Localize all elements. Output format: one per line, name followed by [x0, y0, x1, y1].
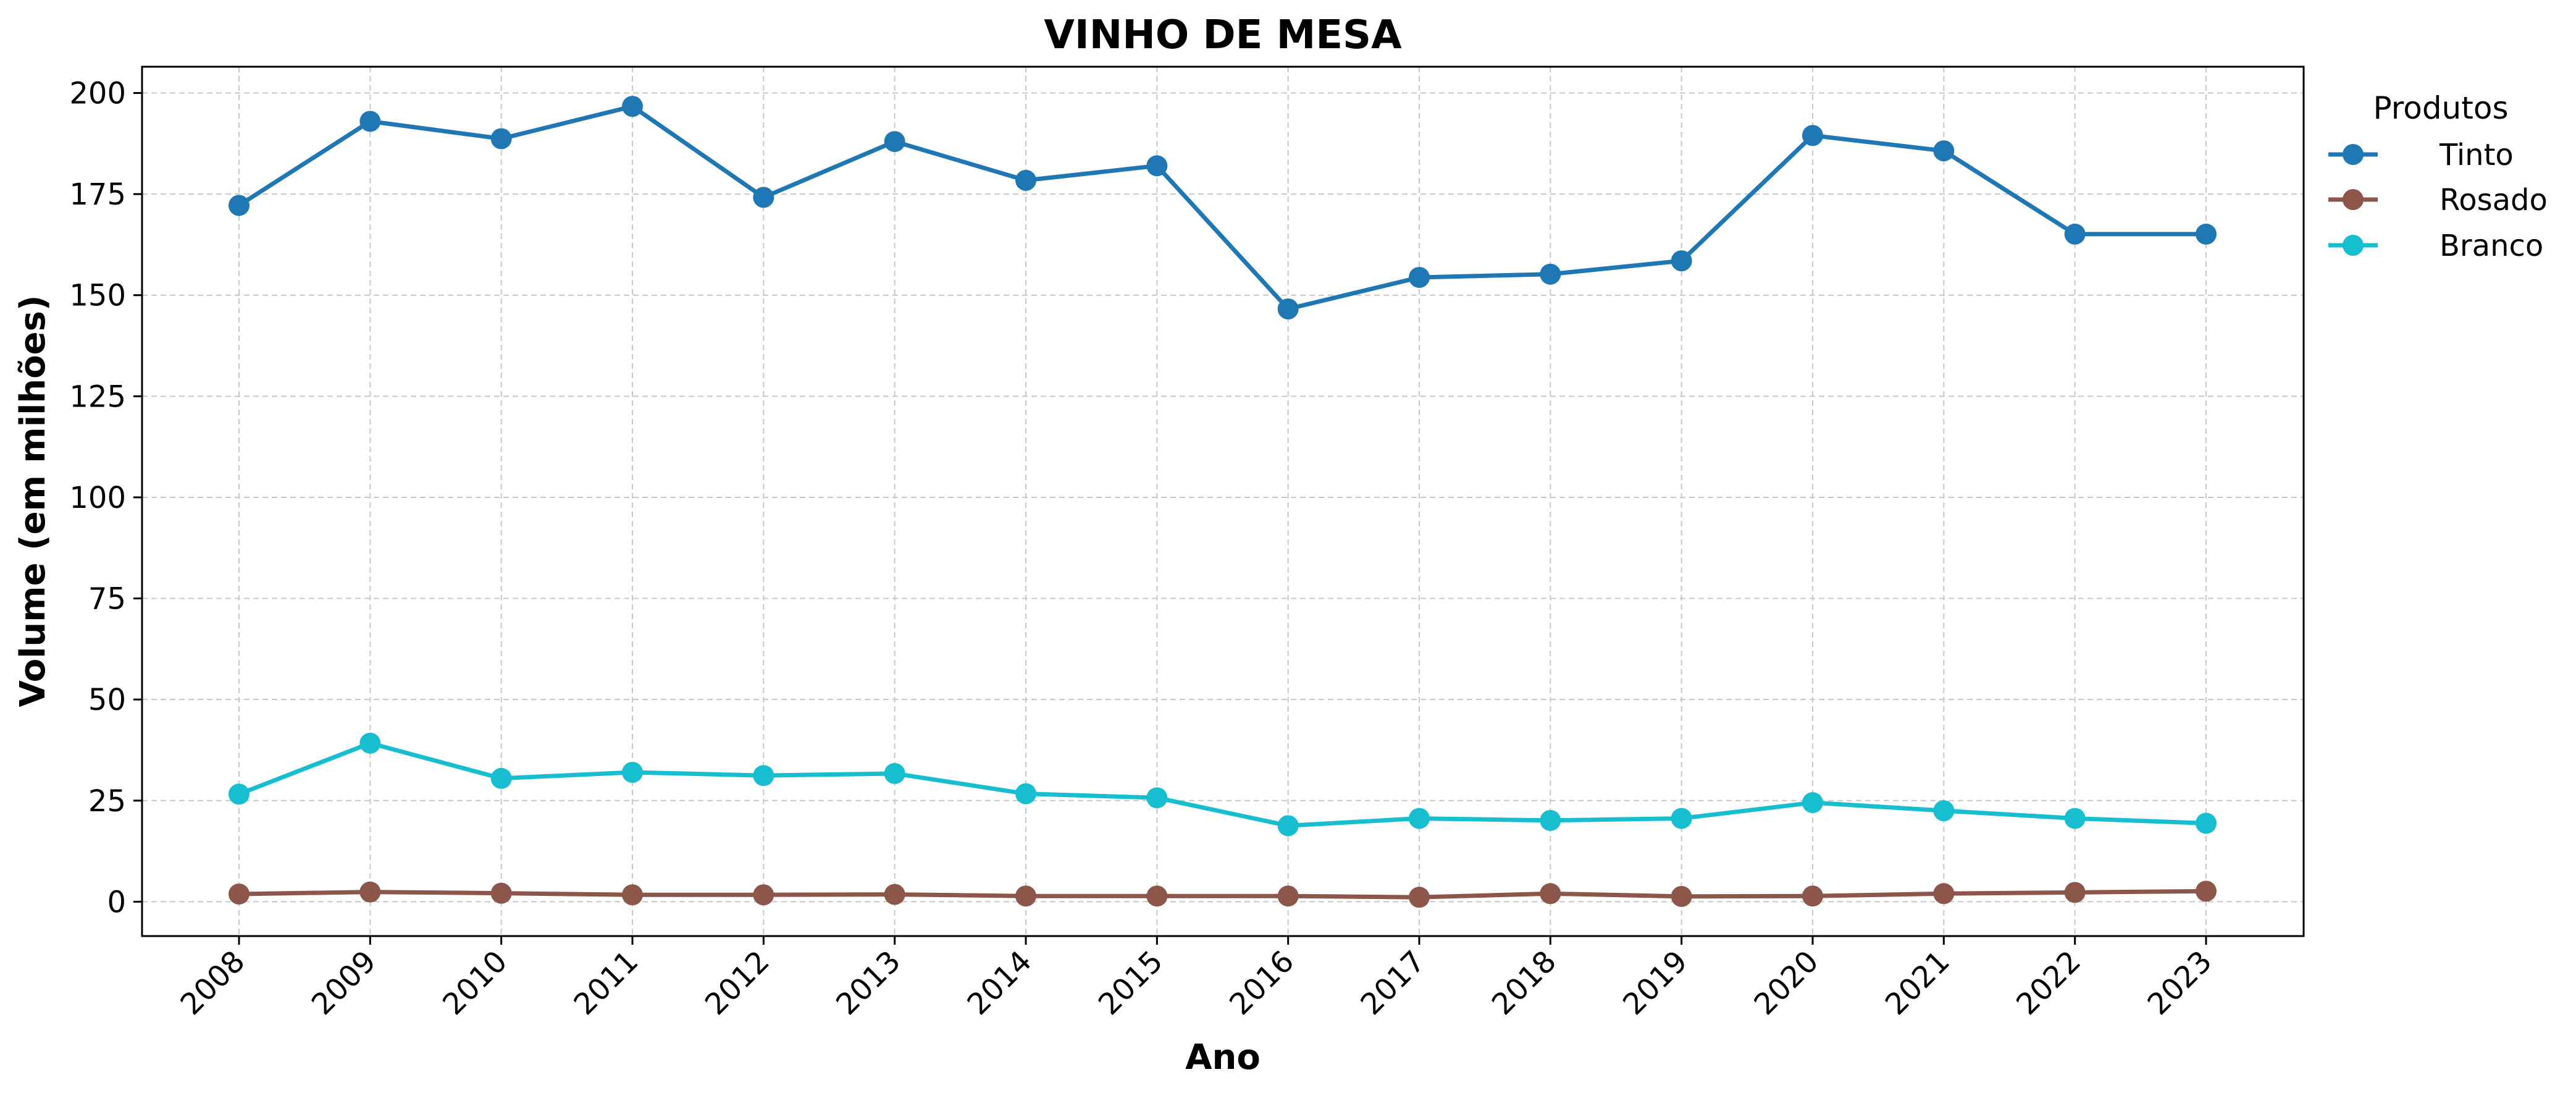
- data-point-branco: [1802, 792, 1823, 814]
- data-point-branco: [1671, 808, 1692, 829]
- data-point-tinto: [753, 187, 774, 208]
- data-point-rosado: [229, 883, 250, 905]
- y-tick-label: 100: [69, 481, 126, 515]
- y-tick-label: 125: [69, 379, 126, 414]
- data-point-tinto: [1802, 125, 1823, 146]
- data-point-tinto: [1277, 298, 1299, 319]
- legend-label-rosado: Rosado: [2440, 183, 2548, 217]
- data-point-tinto: [1015, 169, 1036, 191]
- data-point-tinto: [1409, 266, 1430, 288]
- data-point-branco: [490, 767, 512, 789]
- data-point-rosado: [1277, 885, 1299, 907]
- data-point-branco: [1146, 787, 1168, 809]
- legend-title: Produtos: [2373, 90, 2509, 126]
- legend-item-rosado: Rosado: [2328, 183, 2548, 217]
- series-tinto: [229, 96, 2217, 319]
- series-rosado: [229, 880, 2217, 908]
- data-point-tinto: [622, 96, 643, 117]
- data-point-tinto: [1146, 155, 1168, 177]
- data-point-branco: [1015, 783, 1036, 804]
- data-point-rosado: [359, 881, 381, 903]
- y-tick-label: 50: [88, 683, 126, 717]
- legend-marker-rosado: [2343, 189, 2364, 210]
- data-point-branco: [2196, 812, 2217, 834]
- legend-item-branco: Branco: [2328, 229, 2543, 263]
- data-point-rosado: [884, 884, 905, 905]
- data-point-tinto: [1540, 263, 1561, 285]
- legend: Produtos Tinto Rosado Branco: [2328, 90, 2548, 263]
- data-point-branco: [1933, 800, 1955, 822]
- data-point-tinto: [490, 128, 512, 150]
- data-point-tinto: [229, 195, 250, 216]
- legend-marker-tinto: [2343, 144, 2364, 165]
- y-tick-label: 150: [69, 279, 126, 313]
- data-point-rosado: [1015, 885, 1036, 907]
- data-point-branco: [1277, 815, 1299, 837]
- data-point-tinto: [1933, 140, 1955, 162]
- data-point-branco: [753, 765, 774, 787]
- legend-label-tinto: Tinto: [2439, 138, 2514, 172]
- y-tick-label: 175: [69, 177, 126, 212]
- data-point-rosado: [490, 882, 512, 904]
- y-tick-label: 25: [88, 784, 126, 819]
- legend-marker-branco: [2343, 235, 2364, 256]
- y-tick-label: 0: [107, 885, 126, 919]
- y-tick-label: 200: [69, 77, 126, 111]
- data-point-rosado: [1933, 883, 1955, 905]
- data-point-tinto: [359, 111, 381, 132]
- series-line-branco: [238, 741, 2207, 828]
- series-layer: [229, 96, 2217, 908]
- data-point-tinto: [884, 131, 905, 153]
- chart-title: VINHO DE MESA: [1044, 12, 1402, 58]
- data-point-rosado: [1671, 885, 1692, 907]
- data-point-tinto: [2196, 223, 2217, 245]
- data-point-branco: [359, 732, 381, 754]
- data-point-rosado: [2064, 882, 2086, 903]
- data-point-rosado: [1146, 885, 1168, 907]
- data-point-branco: [229, 783, 250, 805]
- data-point-branco: [1409, 808, 1430, 829]
- series-line-tinto: [238, 104, 2206, 311]
- data-point-tinto: [1671, 250, 1692, 272]
- data-point-rosado: [1540, 883, 1561, 905]
- data-point-rosado: [622, 884, 643, 906]
- data-point-branco: [622, 761, 643, 783]
- data-point-branco: [1540, 809, 1561, 831]
- data-point-branco: [2064, 808, 2086, 829]
- x-axis-title: Ano: [1185, 1037, 1261, 1078]
- data-point-rosado: [1409, 887, 1430, 908]
- y-axis-title: Volume (em milhões): [13, 295, 53, 707]
- data-point-tinto: [2064, 223, 2086, 245]
- series-line-rosado: [238, 888, 2207, 900]
- legend-label-branco: Branco: [2440, 229, 2543, 263]
- y-tick-label: 75: [88, 582, 126, 617]
- data-point-rosado: [753, 884, 774, 906]
- data-point-branco: [884, 762, 905, 784]
- data-point-rosado: [1802, 885, 1823, 907]
- data-point-rosado: [2196, 880, 2217, 902]
- plot-frame: [141, 65, 2305, 937]
- legend-item-tinto: Tinto: [2328, 138, 2514, 172]
- series-branco: [229, 732, 2217, 837]
- y-axis: 0 25 50 75 100 125 150 175 200: [69, 77, 142, 919]
